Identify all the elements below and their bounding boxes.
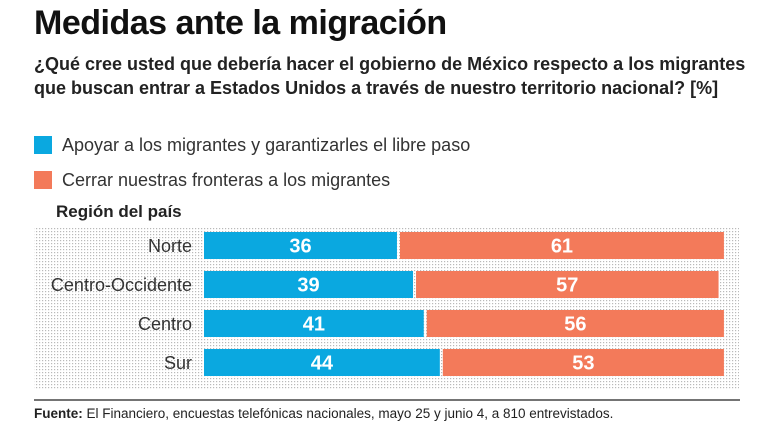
data-label-centro-occidente-series-2: 57 bbox=[556, 275, 578, 297]
data-label-sur-series-1: 44 bbox=[311, 353, 334, 375]
source-label: Fuente: bbox=[34, 406, 83, 421]
chart-title: Medidas ante la migración bbox=[34, 4, 447, 42]
legend-label-apoyar: Apoyar a los migrantes y garantizarles e… bbox=[62, 134, 471, 155]
legend-item-cerrar: Cerrar nuestras fronteras a los migrante… bbox=[34, 168, 390, 192]
bar-centro-occidente-series-2 bbox=[416, 271, 719, 298]
data-label-centro-series-1: 41 bbox=[303, 314, 325, 336]
data-label-centro-series-2: 56 bbox=[564, 314, 586, 336]
source-note: Fuente: El Financiero, encuestas telefón… bbox=[34, 406, 613, 421]
data-label-norte-series-2: 61 bbox=[551, 236, 573, 258]
legend-label-cerrar: Cerrar nuestras fronteras a los migrante… bbox=[62, 169, 391, 190]
source-text: El Financiero, encuestas telefónicas nac… bbox=[86, 406, 614, 421]
bar-sur-series-2 bbox=[442, 349, 724, 376]
category-label-sur: Sur bbox=[164, 353, 192, 373]
legend-item-apoyar: Apoyar a los migrantes y garantizarles e… bbox=[34, 133, 470, 157]
bar-norte-series-2 bbox=[399, 232, 724, 259]
category-label-centro-occidente: Centro-Occidente bbox=[51, 275, 192, 295]
data-label-sur-series-2: 53 bbox=[572, 353, 594, 375]
data-label-norte-series-1: 36 bbox=[289, 236, 311, 258]
legend-swatch-apoyar bbox=[34, 136, 52, 154]
chart-subtitle: ¿Qué cree usted que debería hacer el gob… bbox=[34, 54, 746, 98]
legend-swatch-cerrar bbox=[34, 171, 52, 189]
category-label-centro: Centro bbox=[138, 314, 192, 334]
region-header: Región del país bbox=[56, 202, 182, 221]
bar-norte-series-1 bbox=[204, 232, 397, 259]
bar-sur-series-1 bbox=[204, 349, 440, 376]
bar-centro-occidente-series-1 bbox=[204, 271, 414, 298]
category-label-norte: Norte bbox=[148, 236, 192, 256]
bar-centro-series-1 bbox=[204, 310, 424, 337]
data-label-centro-occidente-series-1: 39 bbox=[297, 275, 319, 297]
bar-centro-series-2 bbox=[426, 310, 724, 337]
